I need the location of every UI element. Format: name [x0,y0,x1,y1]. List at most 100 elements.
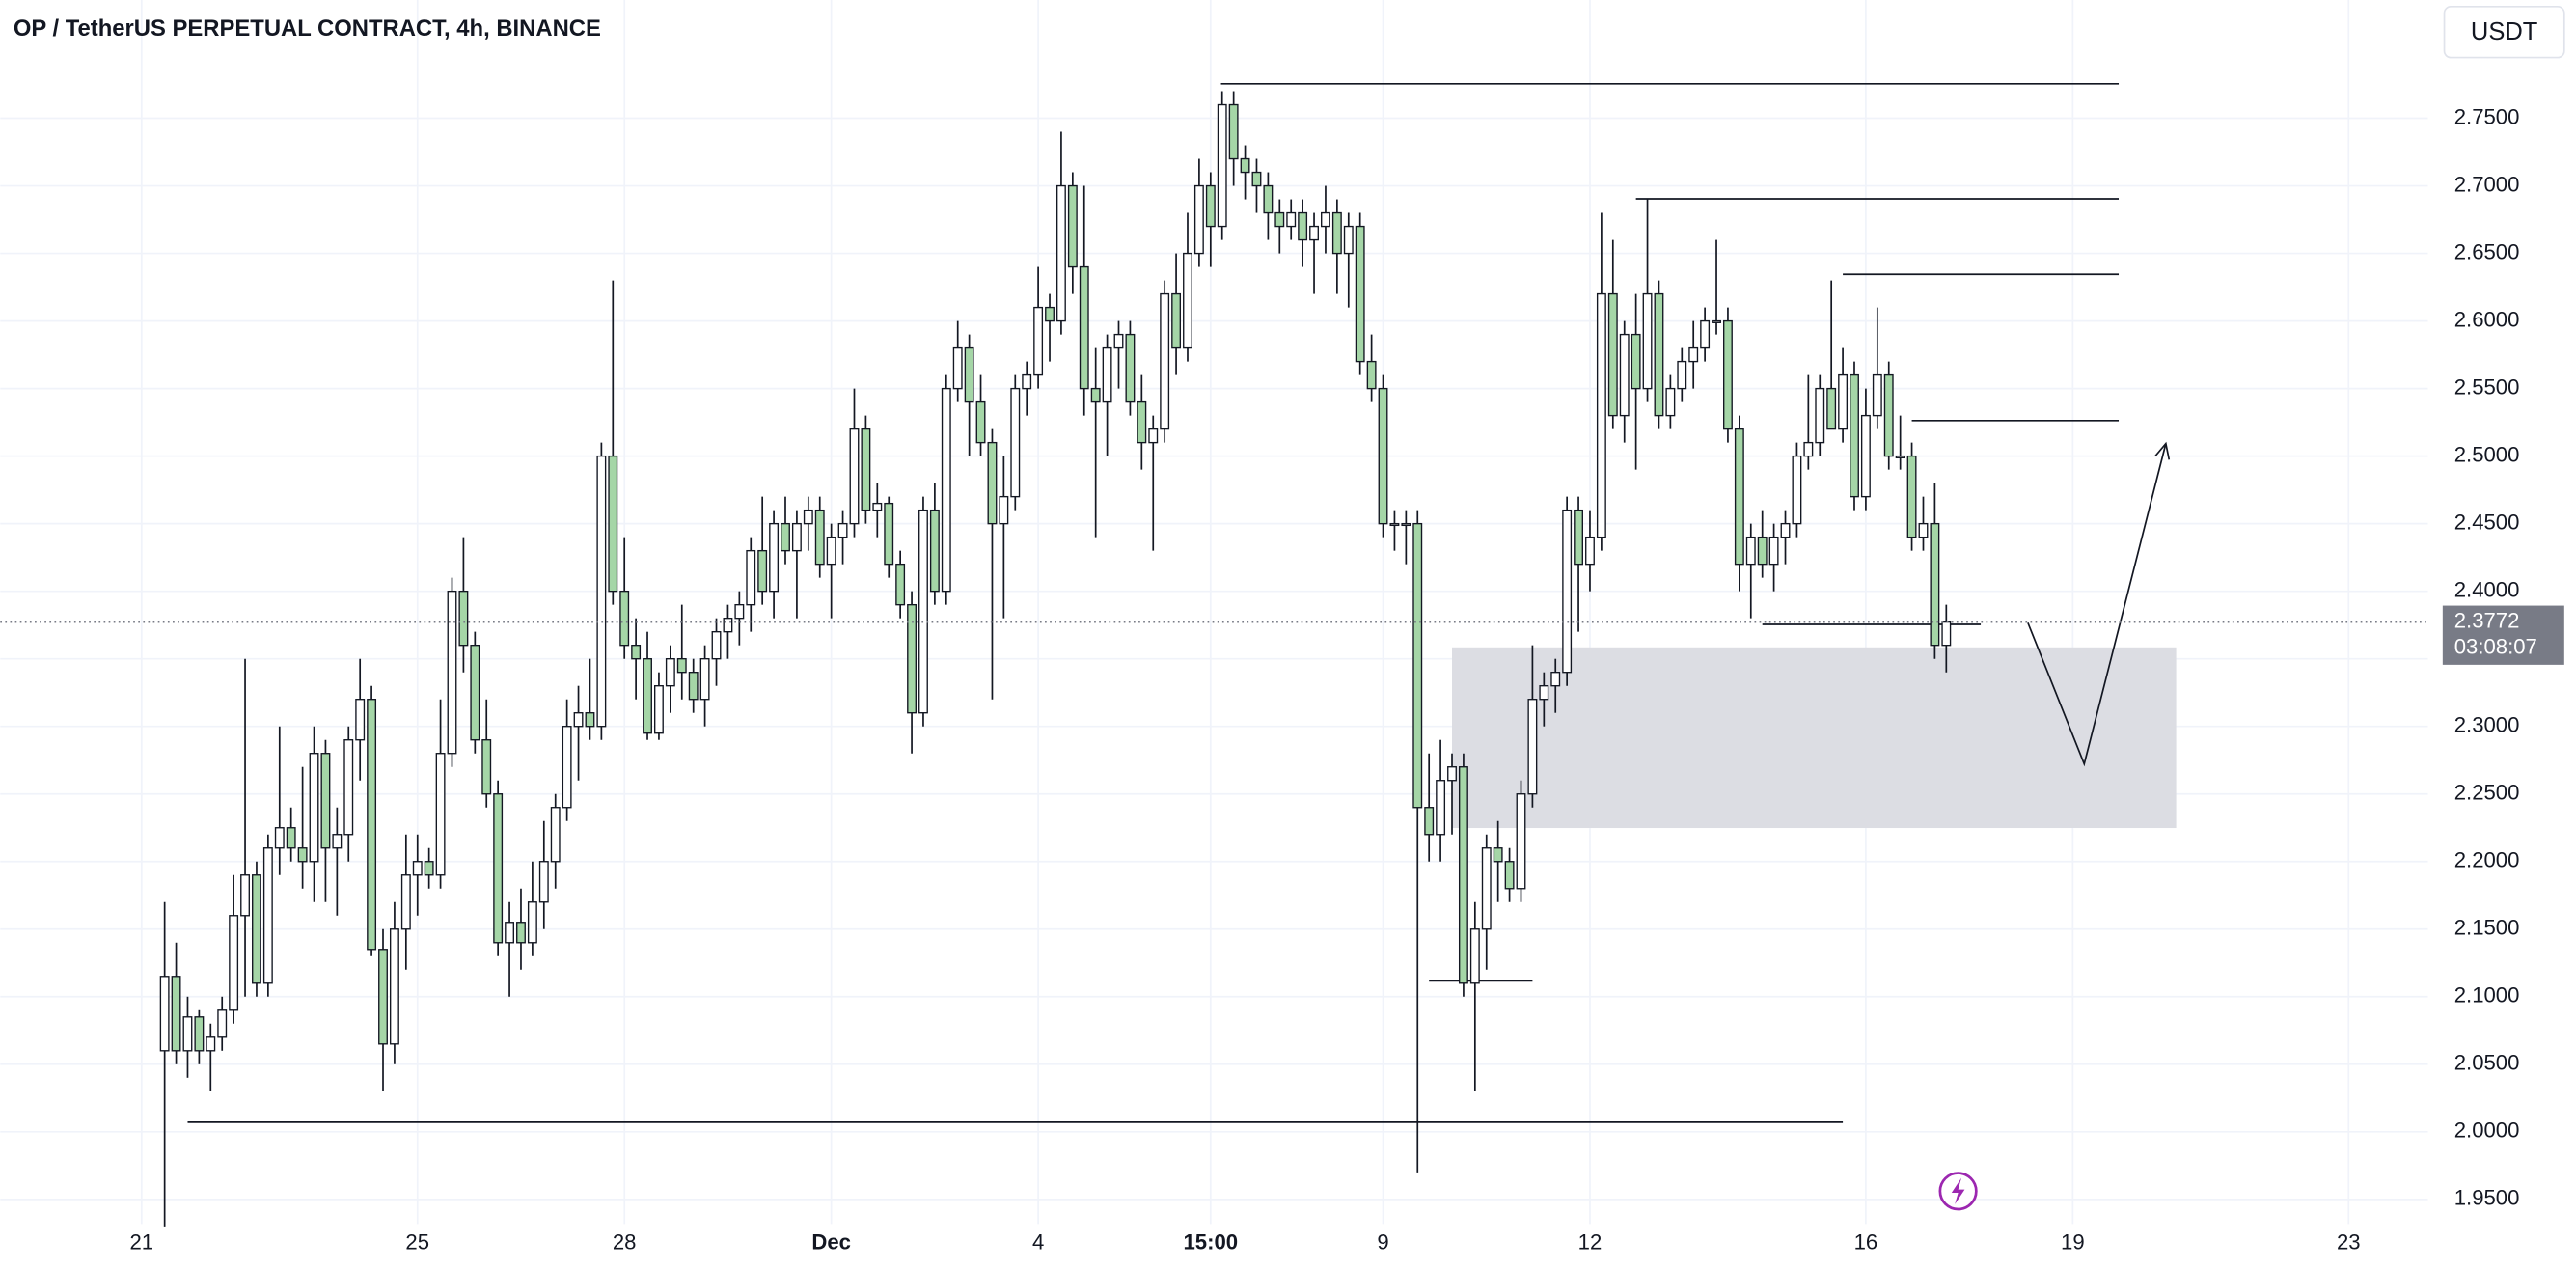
candle-body [861,428,871,511]
candle-body [1826,387,1837,430]
candle-body [343,739,354,836]
candle-body [493,793,504,944]
candle-body [1055,184,1066,322]
candle-body [1745,536,1756,566]
candle-body [206,1036,216,1052]
zone [1452,647,2177,829]
candle-body [964,346,974,403]
x-tick-label: 23 [2337,1230,2361,1255]
candle-body [837,522,848,538]
candle-body [1562,509,1573,674]
candle-body [643,658,652,734]
last-price-box [2442,605,2564,665]
candle-body [941,387,951,593]
x-tick-label: 12 [1578,1230,1603,1255]
candle-body [262,847,273,984]
icon-bolt[interactable] [1951,1177,1965,1204]
currency-label[interactable]: USDT [2471,18,2537,45]
candle-body [562,726,572,809]
candle-body [1619,333,1630,417]
candle-body [1160,292,1170,430]
y-tick-label: 2.4000 [2454,578,2520,602]
candle-body [1217,103,1227,228]
candle-body [1895,455,1905,459]
y-tick-label: 2.2500 [2454,781,2520,805]
candle-body [1723,319,1733,430]
candle-body [1205,184,1216,228]
candle-body [1436,780,1446,836]
candle-body [791,522,802,552]
candle-body [1331,211,1342,255]
candle-body [1860,414,1871,498]
grid [0,0,2428,1225]
candle-body [1838,373,1849,430]
candle-body [803,509,813,525]
candle-body [1022,373,1032,390]
candle-body [608,455,618,593]
candle-body [781,522,790,552]
candle-body [1607,292,1618,417]
x-tick-label: 9 [1377,1230,1388,1255]
candle-body [1389,522,1400,527]
candle-body [194,1016,205,1052]
candle-body [1516,793,1526,890]
candle-body [1321,211,1330,228]
candle-body [665,658,675,687]
axes: 1.9500 2.0000 2.0500 2.1000 2.1500 2.2000 2.25… [0,104,2564,1255]
candle-body [505,922,514,944]
candle-body [1677,360,1687,390]
candle-body [309,753,319,863]
candle-body [1102,346,1112,403]
y-tick-label: 2.5500 [2454,374,2520,399]
candle-body [1125,333,1136,403]
candle-body [1033,306,1044,376]
last-price-label: 2.3772 [2454,608,2520,632]
lightning-icon[interactable] [1938,1172,1978,1211]
candle-body [1550,672,1561,687]
candle-body [1424,807,1435,836]
candle-body [573,712,584,728]
candle-body [1090,387,1101,403]
x-tick-label: 21 [130,1230,154,1255]
candle-body [171,976,181,1052]
candle-body [1539,685,1549,701]
candle-body [1906,455,1917,538]
x-tick-label: 25 [405,1230,429,1255]
candle-body [769,522,780,593]
candle-body [1251,171,1262,187]
candle-body [1642,292,1653,390]
candle-body [699,658,710,701]
candle-body [1780,522,1791,538]
candle-body [1688,346,1699,363]
drawings [187,82,2177,1123]
candle-body [1401,522,1411,527]
candle-body [550,807,561,863]
candle-body [378,949,388,1045]
currency-button[interactable] [2443,5,2565,59]
candle-body [849,428,860,525]
candle-body [274,827,285,849]
candle-body [217,1009,228,1038]
candle-body [1079,265,1089,390]
y-tick-label: 2.1000 [2454,983,2520,1008]
candle-body [355,699,366,741]
candle-body [596,455,607,728]
candle-body [723,617,733,633]
candle-body [332,834,343,849]
candle-body [676,658,687,674]
candle-body [1574,509,1583,566]
candle-body [1378,387,1388,525]
y-tick-label: 2.4500 [2454,510,2520,534]
candle-body [1803,441,1814,457]
candle-body [159,976,170,1052]
candle-body [182,1016,193,1052]
candle-body [412,861,423,876]
candle-body [999,495,1009,525]
candle-body [252,874,261,984]
candle-body [1815,387,1825,444]
candle-body [320,753,331,849]
candle-body [1309,225,1319,241]
arrow-path [2027,443,2167,767]
candle-body [1768,536,1779,566]
